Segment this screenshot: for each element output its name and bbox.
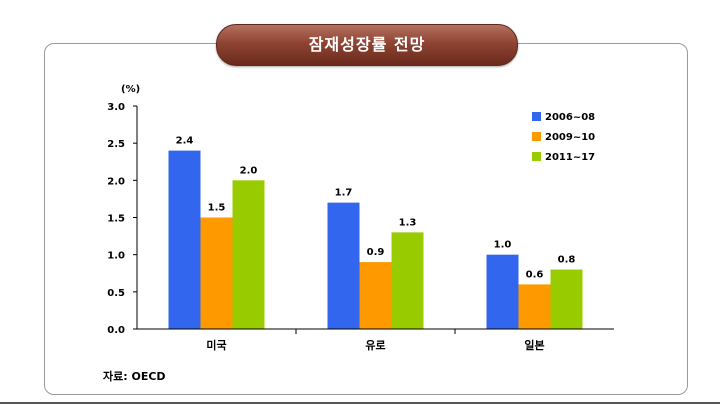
y-axis: 0.0 0.5 1.0 1.5 2.0 2.5 3.0 xyxy=(107,102,138,336)
x-tick-label: 일본 xyxy=(524,338,544,352)
bar xyxy=(359,262,392,329)
y-tick-label: 2.0 xyxy=(107,176,125,187)
chart-title: 잠재성장률 전망 xyxy=(308,35,426,54)
bar xyxy=(232,180,265,329)
y-tick-label: 0.0 xyxy=(107,325,125,336)
y-tick-label: 1.0 xyxy=(107,251,125,262)
x-tick-label: 유로 xyxy=(365,339,385,352)
bar-value-label: 1.5 xyxy=(208,203,226,214)
bar xyxy=(327,202,360,329)
bar xyxy=(200,217,233,329)
bar xyxy=(486,254,519,329)
title-banner: 잠재성장률 전망 xyxy=(216,24,518,66)
legend-label: 2011~17 xyxy=(545,152,595,163)
bar xyxy=(518,284,551,329)
source-note: 자료: OECD xyxy=(103,370,166,383)
x-axis: 미국 유로 일본 xyxy=(137,328,614,352)
bar-value-label: 1.0 xyxy=(494,240,512,251)
bar-value-label: 1.7 xyxy=(335,188,353,199)
bar xyxy=(391,232,424,329)
legend-label: 2006~08 xyxy=(545,112,595,123)
bar-value-label: 1.3 xyxy=(399,217,417,228)
bar-value-label: 2.0 xyxy=(240,165,258,176)
y-tick-label: 0.5 xyxy=(107,288,125,299)
bar-value-label: 0.9 xyxy=(367,247,385,258)
bar-value-label: 0.6 xyxy=(526,269,544,280)
bottom-divider xyxy=(0,402,720,404)
bar xyxy=(550,269,583,329)
y-tick-label: 2.5 xyxy=(107,139,125,150)
legend-swatch xyxy=(532,132,541,141)
bar xyxy=(168,150,201,329)
chart-frame xyxy=(44,43,688,395)
bars: 2.4 1.5 2.0 1.7 0.9 1.3 1.0 0.6 0.8 xyxy=(168,136,583,329)
legend-swatch xyxy=(532,112,541,121)
y-tick-label: 3.0 xyxy=(107,102,125,113)
bar-value-label: 0.8 xyxy=(558,255,576,266)
y-tick-label: 1.5 xyxy=(107,214,125,225)
legend-swatch xyxy=(532,152,541,161)
bar-value-label: 2.4 xyxy=(176,136,194,147)
x-tick-label: 미국 xyxy=(206,338,226,352)
legend: 2006~08 2009~10 2011~17 xyxy=(532,112,595,163)
y-axis-unit-label: (%) xyxy=(121,84,140,95)
legend-label: 2009~10 xyxy=(545,132,595,143)
